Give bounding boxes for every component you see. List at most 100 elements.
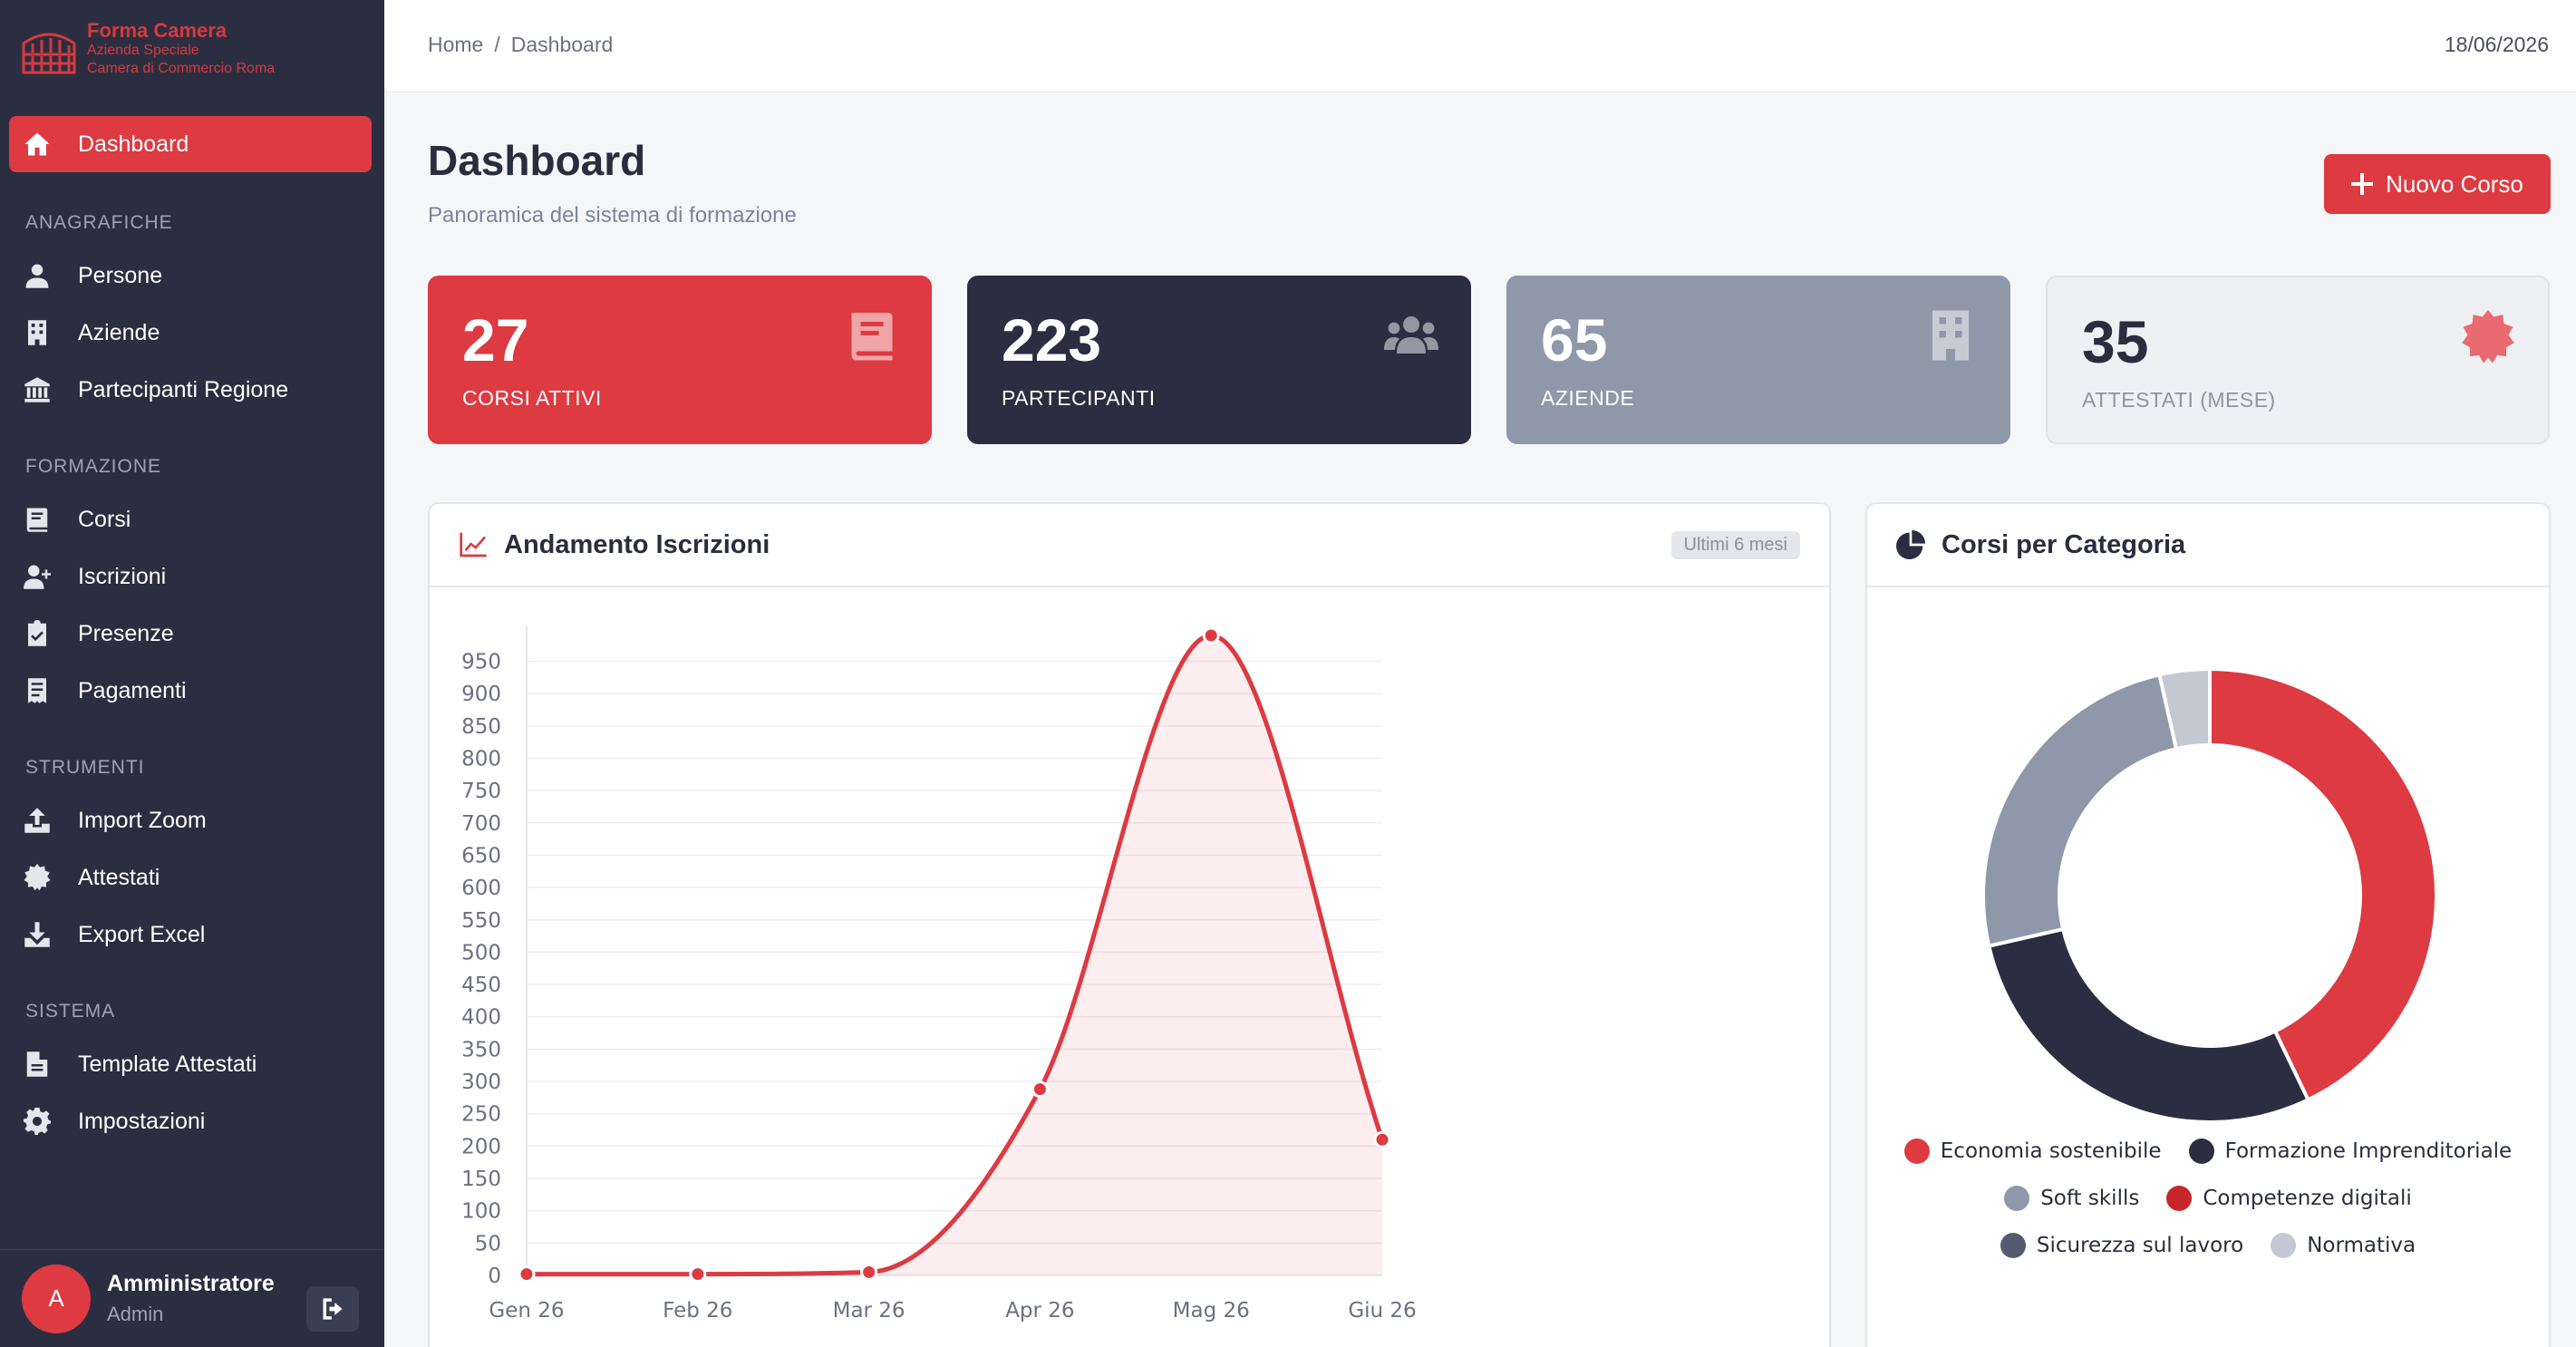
clipboard-check-icon	[24, 619, 78, 648]
y-tick-label: 950	[461, 651, 501, 674]
y-tick-label: 800	[461, 747, 501, 770]
stat-card-corsi-attivi: 27 CORSI ATTIVI	[428, 276, 932, 444]
users-icon	[1384, 308, 1438, 363]
legend-label: Soft skills	[2040, 1187, 2140, 1210]
category-donut-chart	[1981, 666, 2438, 1124]
nav-section-strumenti: STRUMENTI	[25, 757, 145, 778]
sidebar-item-iscrizioni[interactable]: Iscrizioni	[9, 551, 372, 602]
sidebar-item-label: Import Zoom	[78, 807, 207, 833]
upload-icon	[24, 806, 78, 835]
user-info: Amministratore Admin	[107, 1271, 275, 1326]
sidebar-item-label: Corsi	[78, 506, 131, 532]
enrollment-trend-card: 0 50 100 150 200 250 300 350 400 450 500 550 600 650 7…	[428, 502, 1831, 1347]
sidebar-item-label: Template Attestati	[78, 1051, 257, 1077]
series-area	[527, 635, 1382, 1275]
sidebar-item-corsi[interactable]: Corsi	[9, 494, 372, 545]
x-tick-label: Mag 26	[1173, 1299, 1250, 1323]
current-date: 18/06/2026	[2444, 33, 2549, 56]
pie-slice	[1981, 672, 2179, 949]
y-tick-label: 300	[461, 1071, 501, 1094]
sidebar-item-persone[interactable]: Persone	[9, 250, 372, 301]
legend-item[interactable]: Soft skills	[2004, 1186, 2139, 1211]
receipt-icon	[24, 676, 78, 705]
building-icon	[1923, 308, 1978, 363]
data-point	[1031, 1081, 1049, 1099]
logo[interactable]: Forma Camera Azienda Speciale Camera di …	[20, 13, 364, 85]
page-subtitle: Panoramica del sistema di formazione	[428, 203, 797, 228]
legend-item[interactable]: Economia sostenibile	[1903, 1139, 2162, 1164]
data-point	[518, 1265, 536, 1284]
sidebar-item-partecipanti-regione[interactable]: Partecipanti Regione	[9, 364, 372, 415]
building-icon	[24, 318, 78, 347]
data-point	[1373, 1130, 1391, 1148]
sidebar-item-presenze[interactable]: Presenze	[9, 608, 372, 659]
y-tick-label: 0	[488, 1265, 501, 1288]
y-tick-label: 400	[461, 1006, 501, 1030]
sidebar-item-import-zoom[interactable]: Import Zoom	[9, 795, 372, 846]
home-icon	[24, 130, 78, 159]
legend-swatch	[2000, 1233, 2026, 1258]
book-icon	[24, 505, 78, 534]
logo-line-2: Azienda Speciale	[87, 43, 199, 58]
logout-icon	[323, 1298, 343, 1320]
legend-label: Sicurezza sul lavoro	[2036, 1234, 2244, 1257]
page-title: Dashboard	[428, 137, 646, 184]
stat-card-partecipanti: 223 PARTECIPANTI	[967, 276, 1471, 444]
y-tick-label: 650	[461, 844, 501, 867]
sidebar-item-label: Partecipanti Regione	[78, 376, 289, 402]
sidebar-item-export-excel[interactable]: Export Excel	[9, 909, 372, 960]
legend-swatch	[2271, 1233, 2297, 1258]
data-point	[689, 1265, 707, 1284]
sidebar-item-label: Attestati	[78, 864, 160, 890]
legend-item[interactable]: Formazione Imprenditoriale	[2188, 1139, 2512, 1164]
breadcrumb-home[interactable]: Home	[428, 33, 484, 56]
sidebar-item-label: Impostazioni	[78, 1108, 206, 1134]
stat-label: PARTECIPANTI	[1002, 386, 1156, 410]
x-tick-label: Mar 26	[833, 1299, 905, 1323]
chart-pie-icon	[1896, 530, 1925, 559]
stat-label: CORSI ATTIVI	[462, 386, 602, 410]
y-tick-label: 150	[461, 1168, 501, 1191]
sidebar-item-template-attestati[interactable]: Template Attestati	[9, 1039, 372, 1090]
nav-section-sistema: SISTEMA	[25, 1001, 116, 1022]
nav-section-formazione: FORMAZIONE	[25, 456, 161, 477]
legend-swatch	[2166, 1186, 2193, 1211]
legend-swatch	[1903, 1139, 1930, 1164]
y-tick-label: 450	[461, 974, 501, 997]
legend-label: Economia sostenibile	[1940, 1139, 2162, 1163]
pie-slice	[1986, 926, 2311, 1124]
user-name: Amministratore	[107, 1271, 275, 1296]
y-tick-label: 900	[461, 683, 501, 706]
legend-item[interactable]: Normativa	[2271, 1233, 2416, 1258]
legend-swatch	[2188, 1139, 2214, 1164]
legend-item[interactable]: Sicurezza sul lavoro	[2000, 1233, 2243, 1258]
legend-swatch	[2004, 1186, 2030, 1211]
sidebar-item-attestati[interactable]: Attestati	[9, 852, 372, 903]
legend-label: Normativa	[2307, 1234, 2416, 1257]
legend-label: Competenze digitali	[2203, 1187, 2412, 1210]
new-course-button[interactable]: Nuovo Corso	[2324, 154, 2551, 214]
sidebar-item-dashboard[interactable]: Dashboard	[9, 116, 372, 172]
landmark-icon	[24, 375, 78, 404]
y-tick-label: 550	[461, 909, 501, 933]
sidebar-item-pagamenti[interactable]: Pagamenti	[9, 665, 372, 716]
y-tick-label: 700	[461, 812, 501, 836]
avatar[interactable]: A	[22, 1264, 91, 1333]
x-tick-label: Gen 26	[489, 1299, 564, 1323]
y-tick-label: 100	[461, 1200, 501, 1224]
sidebar-item-label: Export Excel	[78, 921, 206, 947]
book-icon	[845, 308, 899, 363]
legend-item[interactable]: Competenze digitali	[2166, 1186, 2412, 1211]
user-plus-icon	[24, 562, 78, 591]
sidebar-item-aziende[interactable]: Aziende	[9, 307, 372, 358]
sidebar-item-label: Persone	[78, 262, 163, 288]
user-icon	[24, 261, 78, 290]
stat-value: 223	[1002, 306, 1102, 373]
logout-button[interactable]	[306, 1286, 359, 1332]
x-tick-label: Apr 26	[1005, 1299, 1074, 1323]
card-header: Corsi per Categoria	[1867, 504, 2549, 587]
colosseum-logo-icon	[22, 33, 76, 74]
y-tick-label: 250	[461, 1103, 501, 1127]
sidebar-item-impostazioni[interactable]: Impostazioni	[9, 1096, 372, 1147]
stat-label: AZIENDE	[1541, 386, 1635, 410]
